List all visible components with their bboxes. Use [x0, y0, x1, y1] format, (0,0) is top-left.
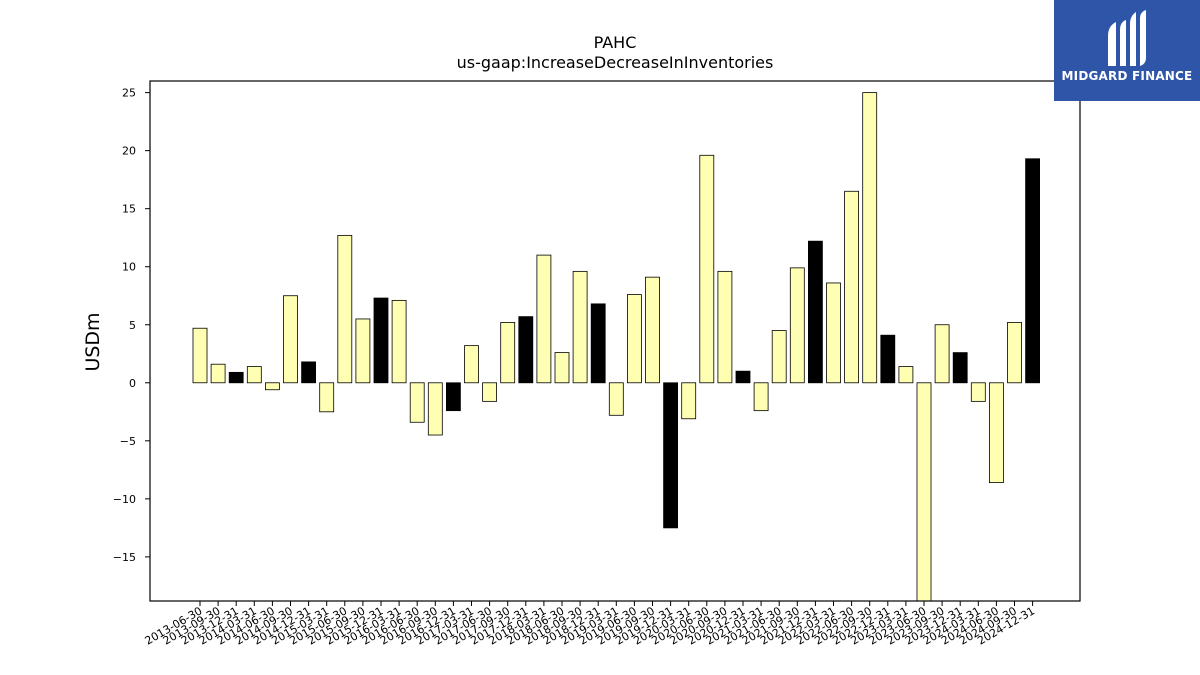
y-tick-label: 25: [122, 87, 136, 100]
y-tick-label: 5: [129, 319, 136, 332]
bar-2020-03-31: [681, 382, 697, 420]
x-axis: 2013-06-302013-09-302013-12-312014-03-31…: [143, 601, 1037, 648]
bar-2021-09-30: [789, 267, 805, 384]
bar-2024-09-30: [1007, 322, 1022, 384]
bar-2022-06-30: [844, 190, 859, 384]
y-tick-label: −5: [120, 435, 136, 448]
bar-2016-09-30: [427, 382, 443, 436]
bar-2015-06-30: [337, 234, 353, 384]
y-tick-label: 10: [122, 261, 136, 274]
bar-2018-06-30: [554, 352, 570, 384]
bar-2015-03-31: [319, 382, 335, 413]
bar-2020-06-30: [699, 154, 715, 384]
y-tick-label: 15: [122, 203, 136, 216]
bar-2016-06-30: [409, 382, 425, 423]
bar-2016-12-31: [445, 382, 461, 412]
bar-2023-09-30: [934, 324, 950, 384]
bar-2019-06-30: [627, 294, 642, 384]
bar-2024-03-31: [970, 382, 986, 402]
bar-2020-09-30: [717, 270, 733, 384]
midgard-logo-icon: [1108, 10, 1146, 66]
bar-2019-09-30: [645, 276, 660, 384]
y-tick-label: −10: [113, 493, 136, 506]
bar-2017-12-31: [518, 316, 534, 384]
bar-2013-06-30: [192, 327, 208, 384]
bar-2023-03-31: [898, 366, 914, 384]
y-axis: −15 −10 −5 0 5 10 15 20 25: [113, 87, 150, 564]
bar-2020-12-31: [735, 370, 751, 384]
bar-2017-06-30: [482, 382, 498, 402]
bar-2022-03-31: [826, 282, 841, 384]
y-axis-label: USDm: [82, 312, 104, 371]
bar-2014-03-31: [246, 366, 262, 384]
bar-2018-12-31: [590, 303, 606, 384]
bar-2014-09-30: [283, 295, 298, 384]
chart-subtitle: us-gaap:IncreaseDecreaseInInventories: [457, 53, 774, 72]
y-tick-label: 0: [129, 377, 136, 390]
bar-2015-09-30: [355, 318, 371, 384]
plot-frame: [149, 80, 1081, 602]
bar-2021-03-31: [753, 382, 769, 412]
bar-2019-03-31: [608, 382, 624, 416]
bar-2022-09-30: [862, 92, 878, 384]
bar-2015-12-31: [373, 297, 389, 384]
bar-2013-12-31: [228, 371, 244, 384]
bar-2016-03-31: [391, 299, 407, 384]
bar-2023-12-31: [952, 352, 968, 384]
bar-2018-03-31: [536, 254, 552, 384]
bar-2021-12-31: [808, 240, 823, 384]
bar-2017-03-31: [464, 345, 479, 384]
bar-2023-06-30: [916, 382, 932, 602]
bar-2013-09-30: [210, 363, 226, 384]
bar-2022-12-31: [880, 334, 896, 384]
y-tick-label: −15: [113, 551, 136, 564]
bar-2024-06-30: [989, 382, 1004, 484]
y-tick-label: 20: [122, 145, 136, 158]
bars-group: [192, 92, 1040, 602]
midgard-finance-logo: MIDGARD FINANCE: [1054, 0, 1200, 101]
bar-2018-09-30: [572, 270, 588, 384]
bar-2021-06-30: [771, 330, 787, 384]
bar-2019-12-31: [663, 382, 678, 529]
bar-2024-12-31: [1025, 158, 1040, 384]
logo-text: MIDGARD FINANCE: [1061, 69, 1193, 83]
chart-title: PAHC: [594, 33, 637, 52]
bar-2017-09-30: [500, 322, 516, 384]
bar-2014-06-30: [264, 382, 280, 391]
bar-2014-12-31: [301, 361, 317, 384]
